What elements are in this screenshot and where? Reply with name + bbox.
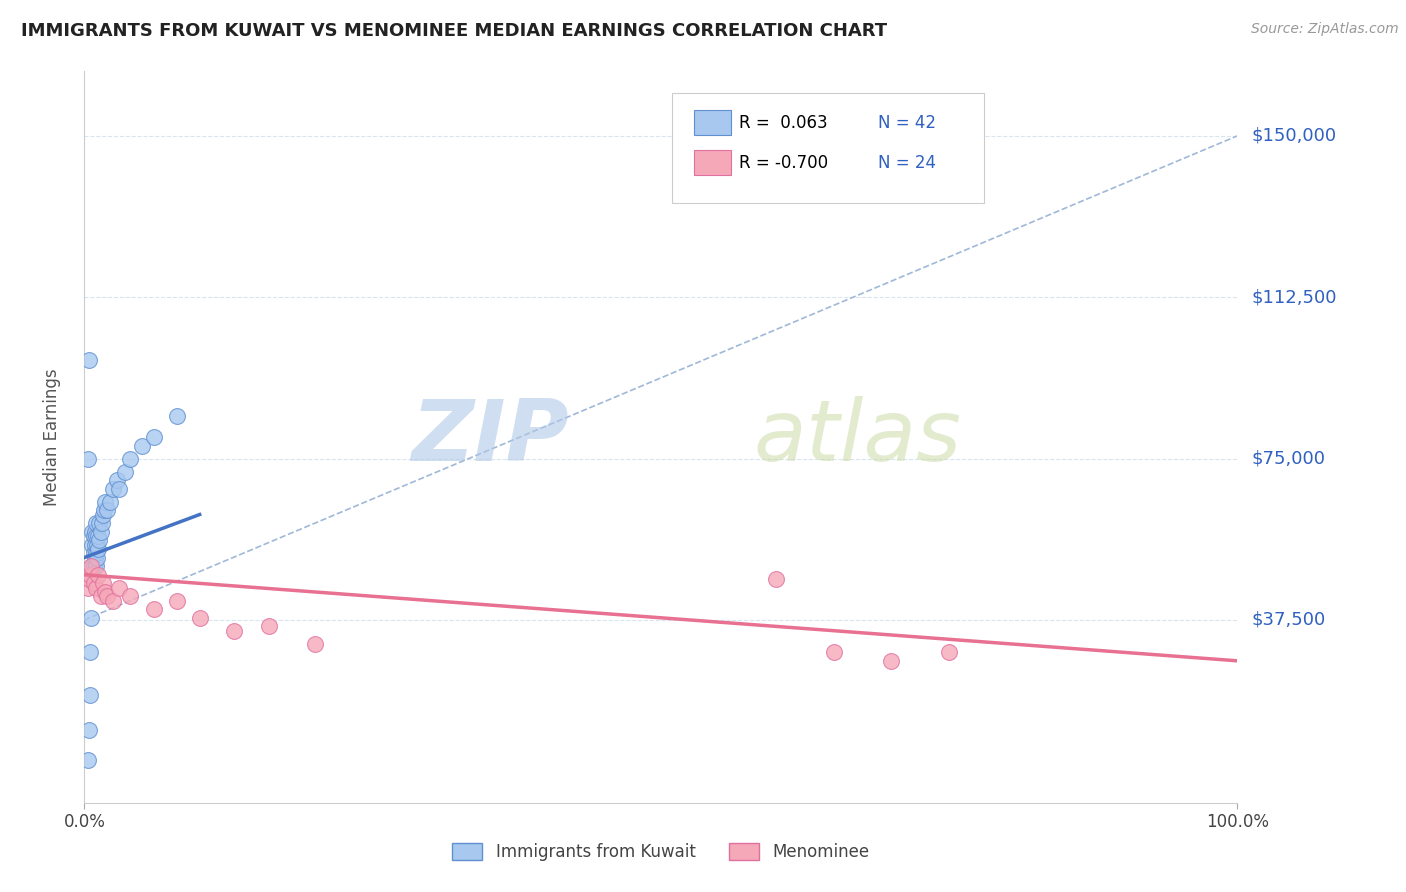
Point [83, 559, 105, 574]
Point [765, 572, 787, 586]
Point [83, 546, 105, 560]
Point [83, 529, 105, 543]
Point [83, 524, 105, 539]
Point [91, 576, 114, 591]
Point [86, 538, 108, 552]
Point [105, 473, 128, 487]
Point [77, 572, 100, 586]
Point [87, 529, 110, 543]
Point [87, 541, 110, 556]
Point [93, 503, 115, 517]
Point [80, 559, 103, 574]
Point [142, 430, 165, 444]
Text: R = -0.700: R = -0.700 [740, 153, 828, 172]
Point [79, 645, 101, 659]
Point [82, 559, 104, 574]
Point [90, 516, 112, 530]
Point [79, 567, 101, 582]
Point [89, 516, 111, 530]
Text: IMMIGRANTS FROM KUWAIT VS MENOMINEE MEDIAN EARNINGS CORRELATION CHART: IMMIGRANTS FROM KUWAIT VS MENOMINEE MEDI… [21, 22, 887, 40]
Legend: Immigrants from Kuwait, Menominee: Immigrants from Kuwait, Menominee [446, 836, 876, 868]
Point [77, 723, 100, 737]
Text: atlas: atlas [754, 395, 962, 479]
Point [304, 637, 326, 651]
Text: Source: ZipAtlas.com: Source: ZipAtlas.com [1251, 22, 1399, 37]
Point [84, 581, 107, 595]
FancyBboxPatch shape [695, 151, 731, 175]
Point [166, 593, 188, 607]
Point [98, 494, 121, 508]
Point [84, 546, 107, 560]
Point [79, 688, 101, 702]
Point [80, 567, 103, 582]
Text: $37,500: $37,500 [1251, 611, 1326, 629]
Text: $75,000: $75,000 [1251, 450, 1326, 467]
Point [84, 516, 107, 530]
Point [89, 533, 111, 548]
Point [103, 593, 124, 607]
Point [87, 567, 110, 582]
Point [108, 581, 131, 595]
Point [91, 508, 114, 522]
Point [86, 550, 108, 565]
Text: R =  0.063: R = 0.063 [740, 113, 828, 131]
Point [880, 654, 903, 668]
Point [89, 524, 111, 539]
Point [94, 494, 117, 508]
Point [96, 589, 118, 603]
Point [83, 538, 105, 552]
Point [89, 589, 111, 603]
Point [80, 611, 103, 625]
Point [257, 619, 280, 633]
Point [823, 645, 845, 659]
Text: N = 42: N = 42 [877, 113, 935, 131]
Point [83, 576, 105, 591]
Point [84, 529, 107, 543]
Point [83, 550, 105, 565]
Point [120, 451, 142, 466]
Point [108, 482, 131, 496]
Point [76, 581, 98, 595]
Point [938, 645, 960, 659]
Text: ZIP: ZIP [411, 395, 568, 479]
Point [166, 409, 188, 423]
Point [82, 538, 104, 552]
Point [76, 451, 98, 466]
Point [84, 559, 107, 574]
Point [82, 524, 104, 539]
Text: N = 24: N = 24 [877, 153, 935, 172]
Point [94, 585, 117, 599]
Point [188, 611, 211, 625]
Point [120, 589, 142, 603]
Point [77, 352, 100, 367]
Point [224, 624, 246, 638]
Point [142, 602, 165, 616]
FancyBboxPatch shape [672, 94, 984, 203]
Point [114, 465, 136, 479]
Text: $112,500: $112,500 [1251, 288, 1337, 306]
Point [76, 753, 98, 767]
Point [103, 482, 124, 496]
Y-axis label: Median Earnings: Median Earnings [42, 368, 60, 506]
Point [96, 503, 118, 517]
FancyBboxPatch shape [695, 110, 731, 135]
Text: $150,000: $150,000 [1251, 127, 1336, 145]
Point [131, 439, 153, 453]
